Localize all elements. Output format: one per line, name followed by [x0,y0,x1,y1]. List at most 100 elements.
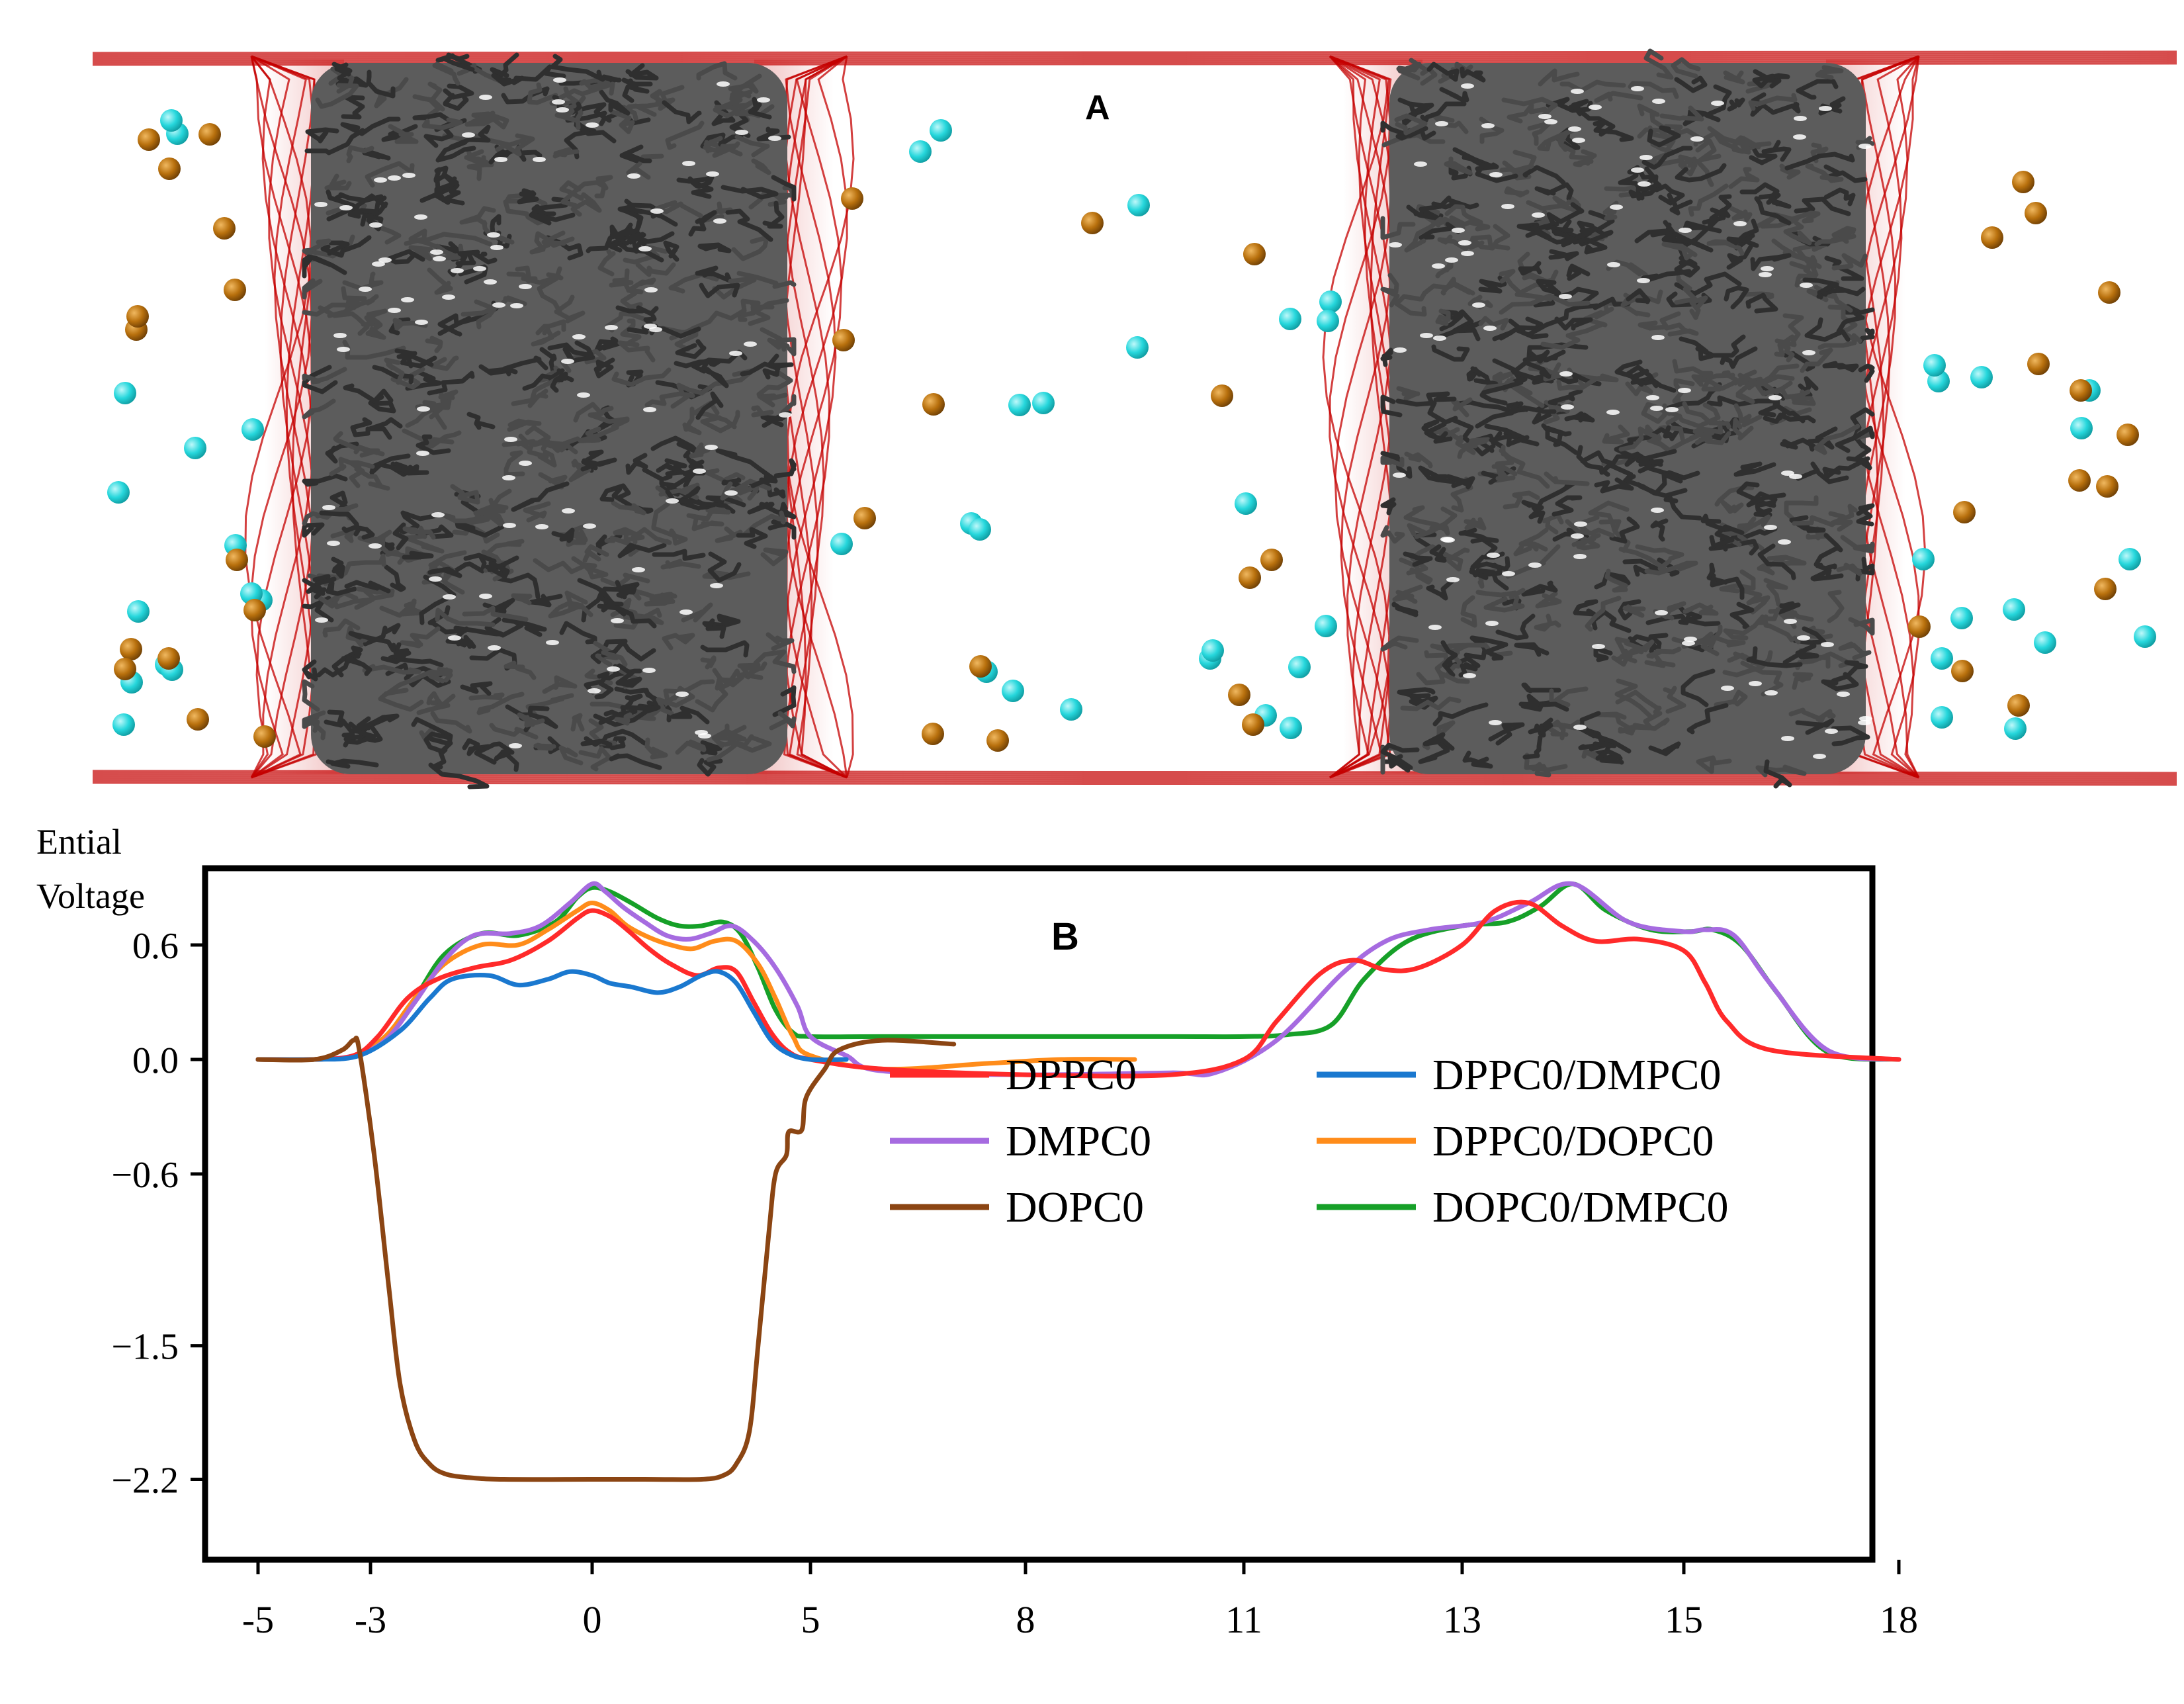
lipid-gap [1652,99,1665,104]
lipid-tail [676,175,715,189]
lipid-gap [1538,114,1551,119]
lipid-tail [541,230,575,248]
lipid-tail [438,389,459,404]
lipid-tail [1700,635,1746,656]
lipid-tail [700,410,740,433]
lipid-tail [380,642,410,664]
orange-ion [1242,713,1264,736]
lipid-tail [1777,601,1801,615]
lipid-tail [1614,359,1649,380]
lipid-tail [470,250,498,265]
orange-ion [2098,281,2120,304]
lipid-tail [1763,412,1816,424]
orange-ion [841,187,863,210]
lipid-tail [662,100,702,124]
lipid-tail [1536,279,1561,296]
lipid-tail [1688,183,1729,217]
lipid-gap [1389,242,1402,247]
lipid-tail [356,586,395,601]
lipid-tail [1380,394,1403,418]
lipid-gap [415,320,428,325]
lipid-tail [427,267,453,295]
lipid-tail [1782,643,1819,665]
lipid-gap [607,666,620,672]
lipid-gap [1559,294,1572,299]
lipid-tail [1552,195,1581,208]
lipid-tail [1394,294,1427,317]
lipid-tail [1420,101,1467,123]
lipid-tail [322,618,361,638]
lipid-tail [341,95,365,120]
lipid-tail [594,671,614,699]
lipid-gap [416,451,429,456]
lipid-tail [1395,398,1458,425]
lipid-tail [1748,93,1798,111]
lipid-gap [1778,539,1791,545]
lipid-tail [1429,506,1458,536]
cyan-ion [184,437,206,459]
lipid-gap [1797,635,1810,641]
lipid-gap [1501,204,1514,209]
membrane-wall-line [1329,55,1391,779]
lipid-tail [1788,707,1833,722]
lipid-tail [580,457,617,472]
lipid-tail [542,675,578,694]
lipid-tail [1627,425,1675,443]
lipid-tail [670,382,705,409]
lipid-gap [1650,406,1663,411]
lipid-gap [1789,474,1802,479]
lipid-tail [1444,204,1483,225]
lipid-tail [476,692,525,715]
lipid-tail [460,681,493,696]
lipid-tail [402,526,436,540]
lipid-tail [1732,418,1754,441]
lipid-tail [1706,395,1779,407]
lipid-tail [675,339,707,359]
lipid-tail [1396,62,1422,81]
lipid-tail [361,308,388,327]
orange-ion [226,549,248,571]
x-tick-label: 5 [801,1598,820,1641]
lipid-tail [1609,516,1640,544]
lipid-tail [1835,426,1875,453]
lipid-tail [625,63,659,81]
lipid-tail [1431,344,1470,362]
lipid-gap [1472,302,1485,308]
lipid-tail [342,339,406,360]
lipid-tail [546,436,580,453]
lipid-tail [1521,500,1546,524]
lipid-tail [1815,65,1844,80]
orange-ion [922,723,944,745]
lipid-tail [1426,62,1460,82]
lipid-tail [550,54,605,82]
lipid-tail [400,626,441,649]
lipid-gap [644,324,657,329]
lipid-tail [604,535,641,557]
lipid-tail [1452,309,1481,341]
lipid-tail [302,254,347,275]
lipid-tail [1627,165,1656,180]
cyan-ion [930,119,952,142]
lipid-tail [1397,97,1418,126]
membrane-wall-line [1858,56,1927,779]
lipid-tail [625,453,648,475]
orange-ion [2117,424,2139,446]
lipid-tail [448,555,487,576]
lipid-tail [1731,142,1760,155]
lipid-tail [302,506,351,526]
lipid-tail [390,461,429,476]
lipid-tail [452,523,500,544]
lipid-tail [1661,220,1686,246]
lipid-tail [734,134,770,157]
lipid-tail [1426,391,1457,406]
lipid-gap [1561,404,1574,410]
series-line-dmpc0 [255,881,1901,1078]
lipid-tail [1733,461,1776,477]
lipid-tail [511,481,570,512]
lipid-tail [609,109,635,134]
lipid-tail [707,551,742,583]
lipid-tail [1674,275,1698,305]
lipid-tail [620,277,643,310]
lipid-gap [519,461,532,466]
lipid-tail [1404,451,1433,469]
